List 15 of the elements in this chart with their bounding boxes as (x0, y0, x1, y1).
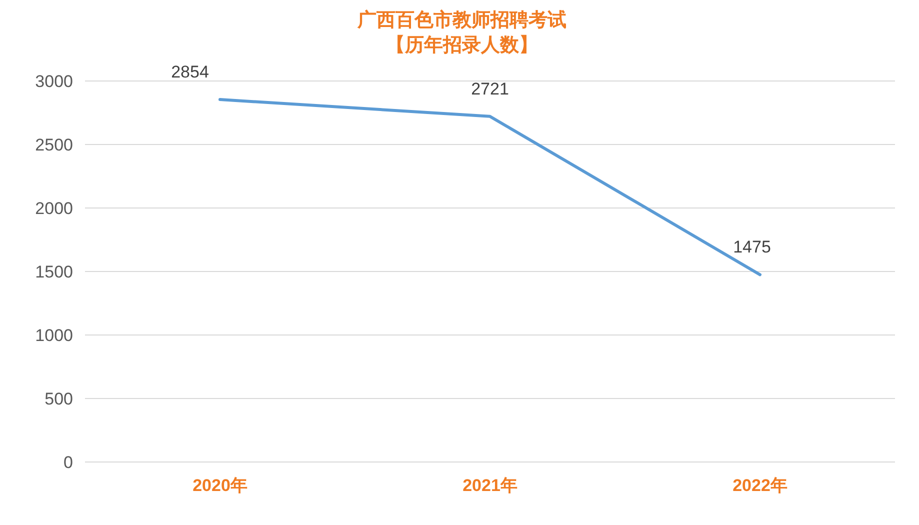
chart-subtitle: 【历年招录人数】 (386, 34, 538, 56)
x-tick-label: 2022年 (732, 476, 788, 495)
y-tick-label: 1500 (35, 262, 73, 282)
chart-title: 广西百色市教师招聘考试 (356, 9, 566, 31)
data-label: 2854 (171, 62, 209, 82)
data-label: 2721 (471, 79, 509, 98)
y-tick-label: 2500 (35, 136, 73, 154)
y-tick-label: 3000 (35, 72, 73, 91)
x-tick-label: 2021年 (462, 476, 518, 495)
y-tick-label: 0 (64, 453, 73, 472)
y-tick-label: 1000 (35, 326, 73, 345)
y-tick-label: 500 (44, 390, 73, 408)
data-label: 1475 (733, 238, 771, 257)
y-tick-label: 2000 (35, 199, 73, 218)
x-tick-label: 2020年 (192, 476, 248, 495)
